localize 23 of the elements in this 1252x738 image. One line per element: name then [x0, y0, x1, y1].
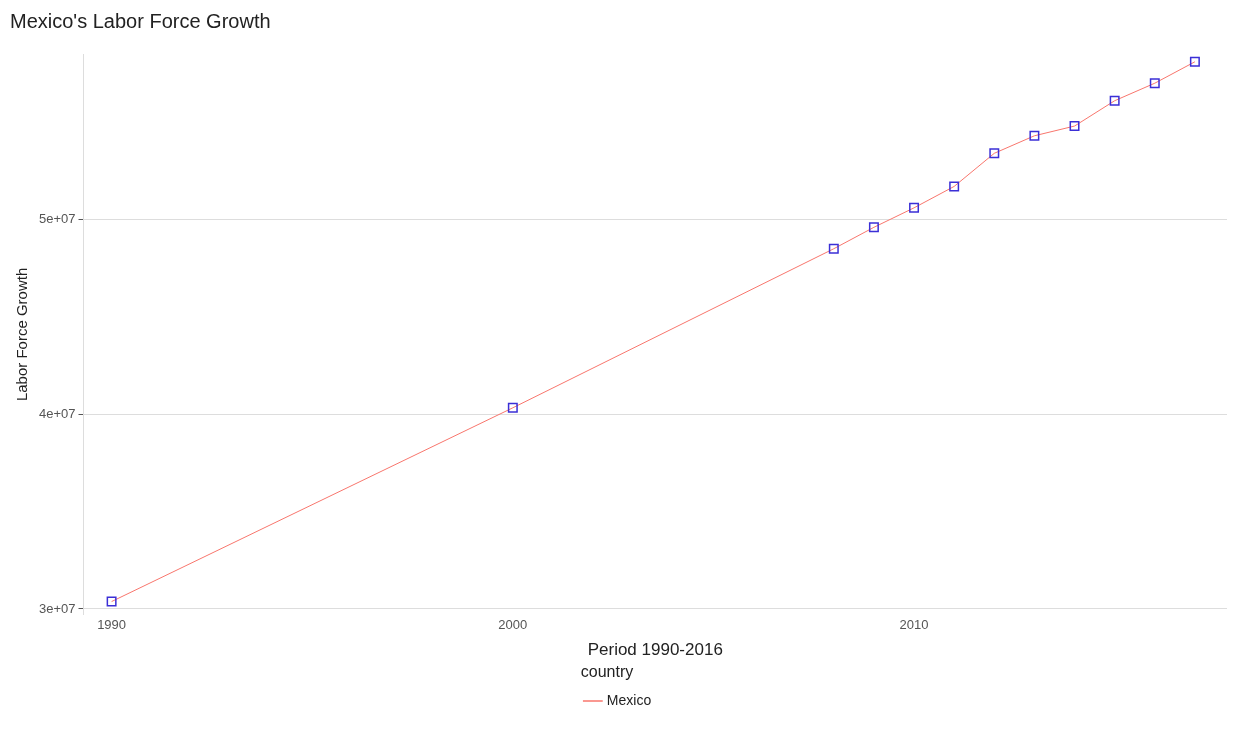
- y-axis-title: Labor Force Growth: [13, 267, 31, 402]
- point: [909, 202, 920, 213]
- x-tick-label: 2000: [498, 617, 528, 633]
- y-tick-label: 4e+07: [39, 405, 76, 421]
- y-tick-label: 3e+07: [39, 600, 76, 616]
- point: [1149, 78, 1160, 89]
- point: [507, 402, 518, 413]
- point: [1029, 130, 1040, 141]
- x-tick-label: 2010: [899, 617, 929, 633]
- point: [1189, 56, 1200, 67]
- legend-title: country: [580, 663, 634, 681]
- point: [1109, 95, 1120, 106]
- point: [868, 222, 879, 233]
- point: [1069, 121, 1080, 132]
- point: [989, 148, 1000, 159]
- point: [949, 181, 960, 192]
- x-tick-label: 1990: [97, 617, 127, 633]
- point: [828, 243, 839, 254]
- y-tick-label: 5e+07: [39, 211, 76, 227]
- x-axis-title: Period 1990-2016: [587, 640, 723, 660]
- point: [106, 596, 117, 607]
- chart-title: Mexico's Labor Force Growth: [10, 9, 271, 32]
- legend-label: Mexico: [606, 691, 652, 708]
